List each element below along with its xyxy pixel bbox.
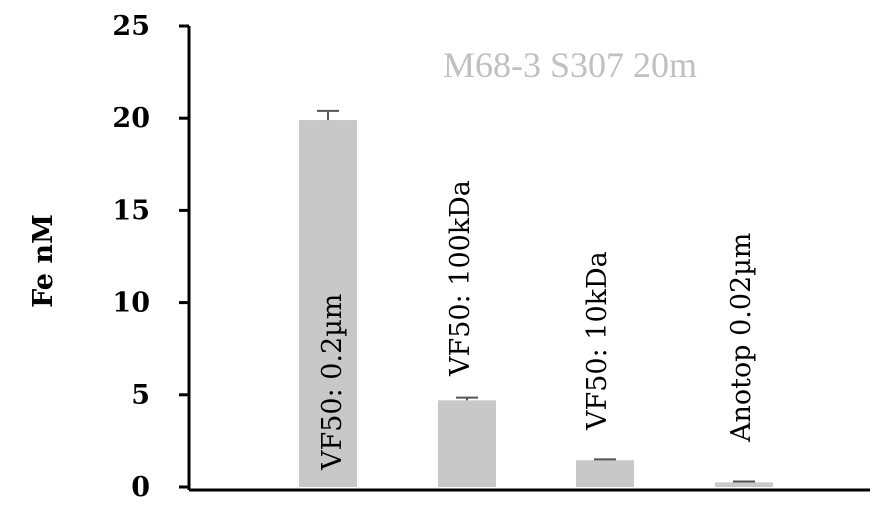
y-axis-label: Fe nM bbox=[28, 214, 59, 308]
error-bars-group bbox=[317, 109, 755, 483]
y-tick-label: 5 bbox=[131, 380, 150, 411]
bar bbox=[438, 400, 496, 487]
bars-group bbox=[299, 120, 773, 487]
chart-annotation: M68-3 S307 20m bbox=[443, 45, 697, 85]
y-axis-ticks: 0 5 10 15 20 25 bbox=[112, 11, 189, 503]
y-tick-label: 10 bbox=[112, 288, 150, 319]
bar-label: VF50: 10kDa bbox=[582, 251, 613, 431]
bar-label: VF50: 0.2µm bbox=[317, 294, 348, 471]
y-tick-label: 0 bbox=[131, 472, 150, 503]
bar bbox=[576, 460, 634, 487]
y-tick-label: 25 bbox=[112, 11, 150, 42]
bar-label: Anotop 0.02µm bbox=[726, 233, 757, 443]
bar-labels-group: VF50: 0.2µm VF50: 100kDa VF50: 10kDa Anotop… bbox=[317, 180, 757, 471]
bar-label: VF50: 100kDa bbox=[445, 180, 476, 377]
y-tick-label: 20 bbox=[112, 103, 150, 134]
bar bbox=[299, 120, 357, 487]
bar bbox=[715, 482, 773, 487]
y-tick-label: 15 bbox=[112, 195, 150, 226]
